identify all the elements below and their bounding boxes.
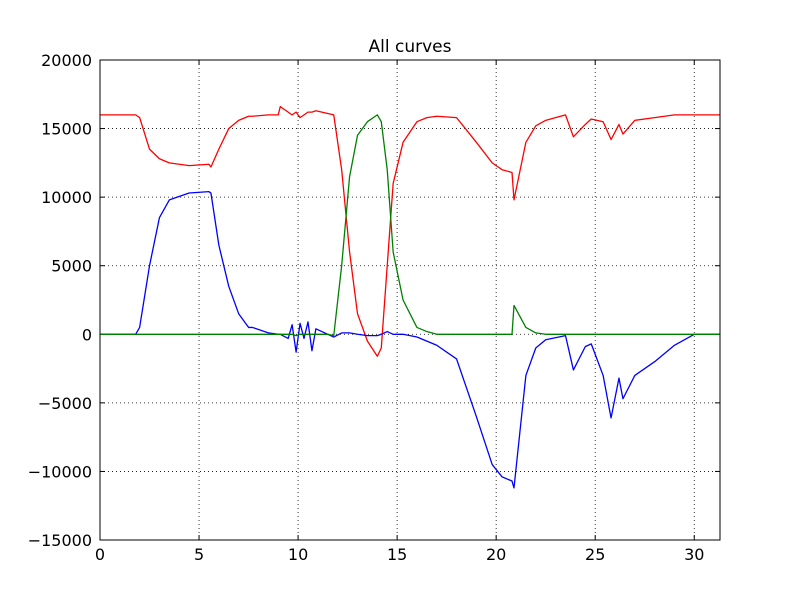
y-tick-label: 5000	[51, 257, 92, 276]
x-tick-label: 30	[684, 545, 704, 564]
line-series	[100, 114, 720, 337]
x-tick-label: 20	[486, 545, 506, 564]
y-tick-label: −5000	[38, 394, 92, 413]
y-tick-label: 0	[82, 325, 92, 344]
x-tick-label: 25	[585, 545, 605, 564]
y-tick-label: 20000	[41, 51, 92, 70]
y-tick-label: 15000	[41, 120, 92, 139]
y-tick-label: 10000	[41, 188, 92, 207]
chart-title: All curves	[369, 37, 452, 57]
plot-frame	[99, 59, 721, 541]
y-tick-label: −10000	[28, 462, 92, 481]
y-tick-label: −15000	[28, 531, 92, 550]
x-tick-label: 10	[288, 545, 308, 564]
line-series	[100, 191, 720, 489]
x-tick-label: 15	[387, 545, 407, 564]
line-series	[100, 105, 720, 357]
x-tick-label: 0	[95, 545, 105, 564]
x-tick-label: 5	[194, 545, 204, 564]
